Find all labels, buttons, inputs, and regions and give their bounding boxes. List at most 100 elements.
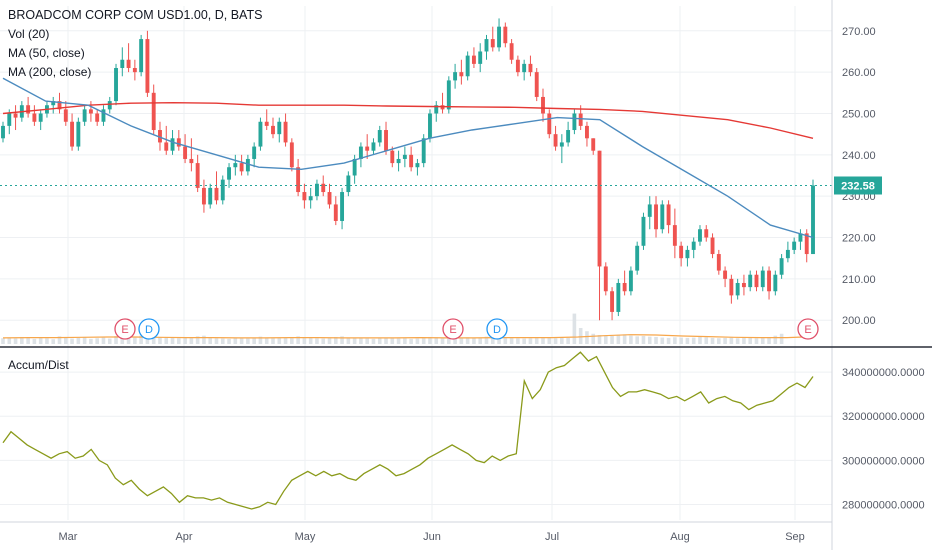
- candle-body: [798, 233, 803, 242]
- candle: [723, 266, 728, 288]
- candle: [327, 183, 332, 209]
- month-label: Mar: [59, 531, 78, 543]
- grid-layer: [0, 6, 832, 520]
- price-tick-label: 210.00: [842, 274, 876, 286]
- candle: [126, 43, 131, 73]
- volume-bar: [465, 337, 470, 344]
- candle: [465, 51, 470, 81]
- volume-bar: [717, 338, 721, 344]
- candle-body: [183, 146, 188, 159]
- candle: [811, 179, 815, 255]
- legend-volume[interactable]: Vol (20): [8, 27, 50, 41]
- candle: [214, 171, 219, 205]
- volume-bar: [748, 337, 753, 344]
- legend-ma200[interactable]: MA (200, close): [8, 65, 92, 79]
- candle: [120, 47, 125, 77]
- legend-ma50[interactable]: MA (50, close): [8, 46, 85, 60]
- candle: [792, 237, 797, 255]
- volume-bar: [258, 336, 263, 344]
- candle: [779, 254, 784, 279]
- candle-body: [132, 68, 137, 73]
- candle-body: [308, 196, 313, 201]
- candle: [252, 142, 257, 168]
- candle-body: [541, 96, 545, 114]
- volume-bar: [271, 338, 275, 344]
- candle: [396, 150, 401, 172]
- volume-bar: [666, 337, 671, 344]
- candle-body: [139, 39, 144, 73]
- volume-bar: [133, 337, 137, 344]
- volume-bar: [622, 334, 627, 344]
- candle: [371, 138, 376, 155]
- candle: [515, 55, 520, 77]
- candle: [201, 179, 206, 213]
- candle-body: [201, 187, 206, 205]
- volume-bar: [377, 338, 382, 344]
- candle-body: [63, 109, 68, 122]
- candle: [57, 92, 62, 114]
- candle-body: [654, 204, 658, 230]
- volume-bar: [578, 328, 583, 344]
- volume-bar: [239, 338, 244, 344]
- month-label: Jul: [545, 531, 559, 543]
- candle: [785, 241, 790, 263]
- candle-body: [396, 158, 401, 164]
- candle: [1, 121, 5, 143]
- candle-body: [685, 249, 690, 259]
- volume-bar: [754, 338, 759, 344]
- candle-body: [176, 138, 181, 147]
- event-marker: E: [442, 318, 464, 340]
- candle: [183, 134, 188, 164]
- candle: [38, 109, 43, 131]
- candle-body: [321, 183, 326, 193]
- volume-bar: [447, 337, 451, 344]
- candle-body: [114, 68, 118, 102]
- volume-bar: [321, 338, 326, 344]
- candle: [13, 105, 18, 131]
- price-tick-label: 240.00: [842, 150, 876, 162]
- last-price-badge: [834, 176, 882, 195]
- candle-body: [88, 109, 93, 114]
- candle: [402, 146, 407, 168]
- event-marker-label: E: [449, 324, 456, 336]
- candle-body: [365, 146, 370, 151]
- volume-bar: [315, 338, 319, 344]
- volume-bar: [742, 337, 746, 344]
- candle: [660, 200, 665, 234]
- candle-body: [296, 167, 301, 193]
- candle-body: [672, 225, 677, 246]
- volume-bar: [95, 338, 99, 344]
- candle-body: [70, 121, 75, 147]
- candle-body: [741, 282, 746, 288]
- candle: [333, 196, 338, 226]
- candle: [453, 63, 458, 89]
- candle-body: [170, 138, 175, 151]
- candle: [63, 101, 68, 126]
- volume-bar: [698, 336, 702, 344]
- candle-body: [315, 183, 319, 197]
- volume-bar: [434, 337, 439, 344]
- candle: [773, 270, 778, 296]
- candle-layer: [1, 18, 815, 321]
- volume-bar: [560, 336, 564, 344]
- accum-dist-legend[interactable]: Accum/Dist: [8, 358, 69, 372]
- candle: [245, 154, 250, 176]
- candle: [365, 134, 370, 159]
- candle-body: [572, 113, 577, 131]
- candle: [409, 146, 414, 172]
- candle-body: [346, 175, 351, 193]
- candle-body: [754, 274, 759, 288]
- volume-bar: [647, 336, 652, 344]
- event-marker-circle: [486, 318, 508, 340]
- candle: [754, 270, 759, 292]
- candle: [585, 121, 589, 147]
- candle-body: [252, 146, 257, 159]
- candle: [459, 59, 464, 85]
- candle: [798, 229, 803, 250]
- candle: [315, 179, 319, 201]
- candle: [189, 138, 194, 172]
